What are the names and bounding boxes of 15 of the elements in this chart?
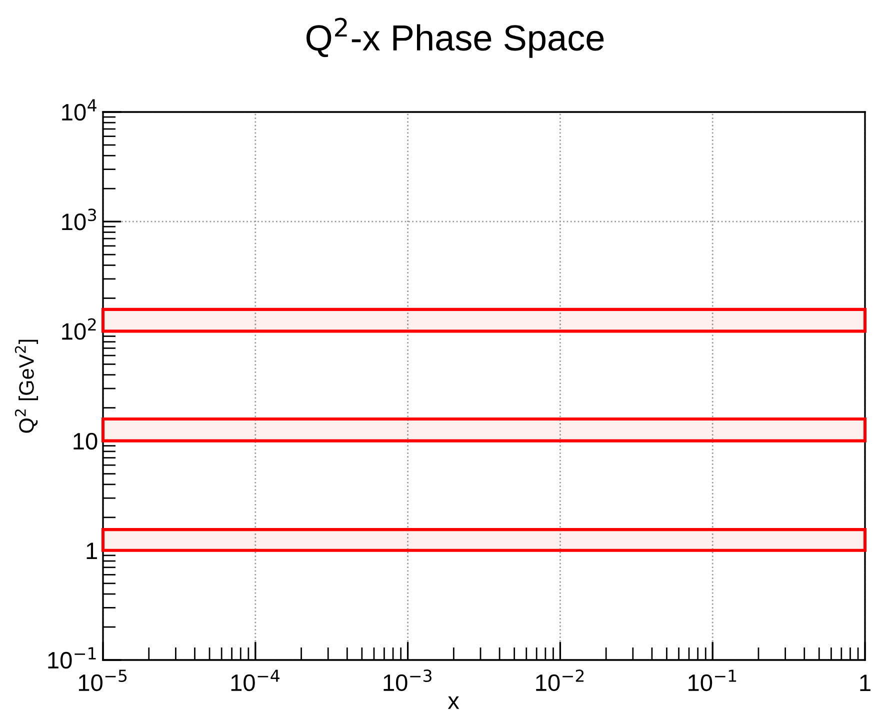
x-tick-label: 10$^{−3}$ bbox=[384, 670, 432, 692]
y-tick-label: 10$^{4}$ bbox=[62, 99, 96, 121]
x-tick-label: 1 bbox=[860, 674, 870, 691]
y-axis-title: Q$^{2}$ [GeV$^{2}$] bbox=[14, 340, 38, 433]
y-tick-label: 10$^{−1}$ bbox=[48, 647, 96, 669]
x-tick-label: 10$^{−4}$ bbox=[231, 670, 280, 692]
y-tick-label: 10$^{2}$ bbox=[62, 318, 96, 340]
y-tick-label: 10 bbox=[74, 432, 98, 450]
y-tick-label: 1 bbox=[86, 542, 97, 559]
x-tick-label: 10$^{−1}$ bbox=[688, 670, 736, 692]
y-tick-label: 10$^{3}$ bbox=[62, 208, 96, 230]
x-tick-label: 10$^{−2}$ bbox=[536, 670, 584, 692]
x-axis-title: x bbox=[448, 696, 460, 709]
chart-title: Q$^{2}$-x Phase Space bbox=[306, 18, 604, 58]
x-tick-label: 10$^{−5}$ bbox=[78, 670, 127, 692]
